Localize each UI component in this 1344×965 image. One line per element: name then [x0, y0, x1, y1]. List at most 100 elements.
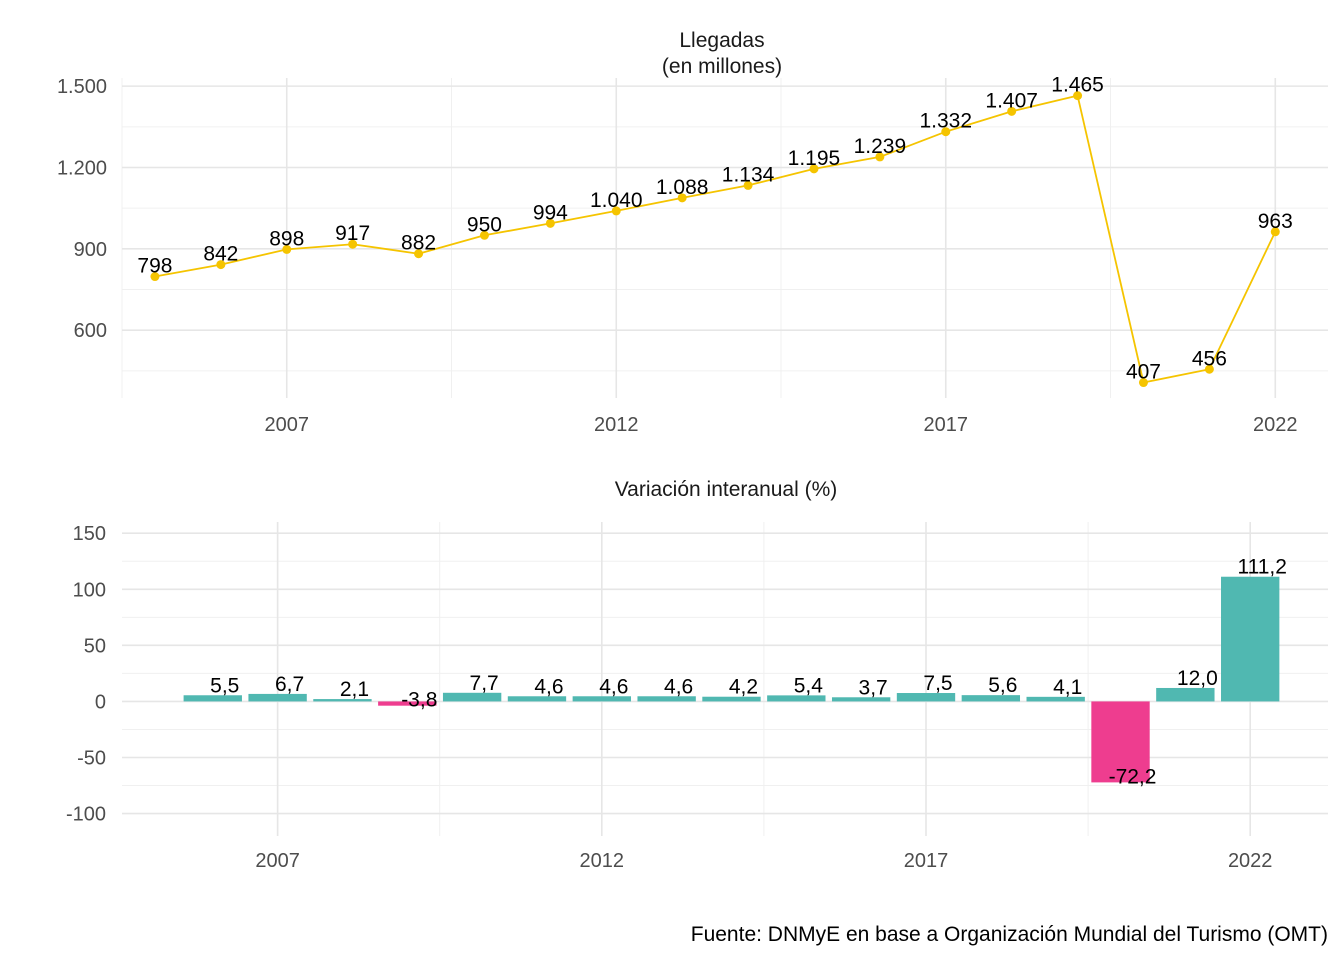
data-point [414, 249, 424, 259]
line-segment [1143, 368, 1210, 384]
bar-data-label: 7,7 [470, 672, 499, 695]
y-tick-label: 50 [84, 635, 106, 657]
arrivals-data-labels: 798 842 898 917 882 950 994 1.040 1.088 1.134 1.19… [137, 74, 1292, 384]
line-segment [879, 130, 947, 158]
variation-bar [442, 692, 502, 702]
x-tick-label: 2007 [255, 850, 300, 872]
x-tick-label: 2007 [265, 414, 310, 436]
variation-bar [702, 696, 761, 702]
data-label: 407 [1126, 361, 1161, 384]
line-segment [1076, 95, 1145, 383]
data-point [875, 152, 885, 162]
x-tick-label: 2022 [1253, 414, 1298, 436]
data-point [216, 260, 226, 270]
data-point [1138, 378, 1148, 388]
source-caption: Fuente: DNMyE en base a Organización Mun… [691, 923, 1328, 946]
data-label: 1.134 [722, 163, 775, 186]
data-label: 917 [335, 222, 370, 245]
data-point [941, 127, 951, 137]
bar-data-label: 2,1 [340, 678, 369, 701]
data-label: 882 [401, 232, 436, 255]
y-tick-label: 100 [73, 579, 106, 601]
data-label: 1.239 [854, 135, 907, 158]
variation-panel: Variación interanual (%) -100 -50 0 50 100 15… [66, 478, 1328, 872]
data-point [1007, 106, 1017, 116]
data-point [348, 239, 358, 249]
arrivals-title-line2: (en millones) [662, 55, 782, 78]
y-tick-label: 600 [74, 320, 107, 342]
y-tick-label: 150 [73, 523, 106, 545]
data-point [1270, 227, 1280, 237]
y-tick-label: 1.200 [57, 157, 107, 179]
variation-bar [1156, 687, 1215, 702]
data-label: 456 [1192, 347, 1227, 370]
variation-bar [248, 693, 307, 702]
line-segment [550, 209, 617, 225]
variation-bar [1221, 576, 1280, 702]
x-tick-label: 2022 [1228, 850, 1273, 872]
data-label: 950 [467, 213, 502, 236]
bar-data-label: 5,4 [794, 674, 824, 697]
bar-data-label: 4,1 [1053, 676, 1082, 699]
line-segment [681, 184, 749, 199]
line-segment [286, 243, 353, 251]
x-tick-label: 2017 [904, 850, 949, 872]
data-point [743, 180, 753, 190]
line-segment [352, 243, 419, 255]
variation-bar [1026, 696, 1085, 702]
data-point [809, 164, 819, 174]
data-label: 1.040 [590, 189, 643, 212]
x-tick-label: 2012 [580, 850, 625, 872]
bar-data-label: -3,8 [401, 689, 437, 712]
line-segment [418, 234, 485, 255]
variation-bar [183, 695, 242, 702]
variation-bar [1091, 701, 1150, 783]
arrivals-title-line1: Llegadas [679, 29, 764, 52]
data-point [677, 193, 687, 203]
line-segment [813, 156, 881, 170]
variation-bar [767, 695, 826, 702]
variation-bar [313, 699, 372, 702]
y-tick-label: -50 [77, 748, 106, 770]
arrivals-line-series [150, 91, 1280, 388]
bar-data-label: 4,6 [534, 675, 563, 698]
variation-bar [507, 696, 567, 702]
variation-axis-labels: -100 -50 0 50 100 150 2007 2012 2017 2022 [66, 523, 1272, 872]
bar-data-label: 7,5 [923, 672, 952, 695]
variation-bar-series [183, 576, 1280, 783]
line-segment [220, 248, 287, 266]
arrivals-panel: Llegadas (en millones) 600 900 1.200 1.500 2… [57, 29, 1328, 436]
bar-data-label: 4,6 [664, 675, 693, 698]
line-segment [945, 110, 1012, 133]
y-tick-label: 1.500 [57, 76, 107, 98]
variation-bar [572, 696, 631, 702]
bar-data-label: 4,2 [729, 676, 758, 699]
x-tick-label: 2012 [594, 414, 639, 436]
line-segment [1208, 231, 1277, 370]
data-label: 963 [1258, 210, 1293, 233]
bar-data-label: 6,7 [275, 673, 304, 696]
data-point [479, 230, 489, 240]
data-point [611, 206, 621, 216]
bar-data-label: 4,6 [599, 675, 628, 698]
data-point [1204, 364, 1214, 374]
x-tick-label: 2017 [924, 414, 969, 436]
y-tick-label: 0 [95, 691, 106, 713]
data-label: 898 [269, 227, 304, 250]
arrivals-gridlines [121, 78, 1328, 398]
line-segment [484, 222, 551, 237]
variation-data-labels: 5,5 6,7 2,1 -3,8 7,7 4,6 4,6 4,6 4,2 5,4 3,7 7,5 5,6… [210, 556, 1287, 789]
arrivals-axis-labels: 600 900 1.200 1.500 2007 2012 2017 2022 [57, 76, 1298, 436]
data-label: 798 [137, 255, 172, 278]
bar-data-label: 3,7 [859, 676, 888, 699]
data-point [1073, 91, 1083, 101]
variation-bar [637, 696, 696, 702]
variation-bar [831, 697, 891, 702]
data-label: 842 [203, 243, 238, 266]
variation-bar [896, 693, 956, 702]
bar-data-label: 5,5 [210, 674, 239, 697]
line-segment [1011, 94, 1078, 113]
line-segment [616, 196, 683, 212]
